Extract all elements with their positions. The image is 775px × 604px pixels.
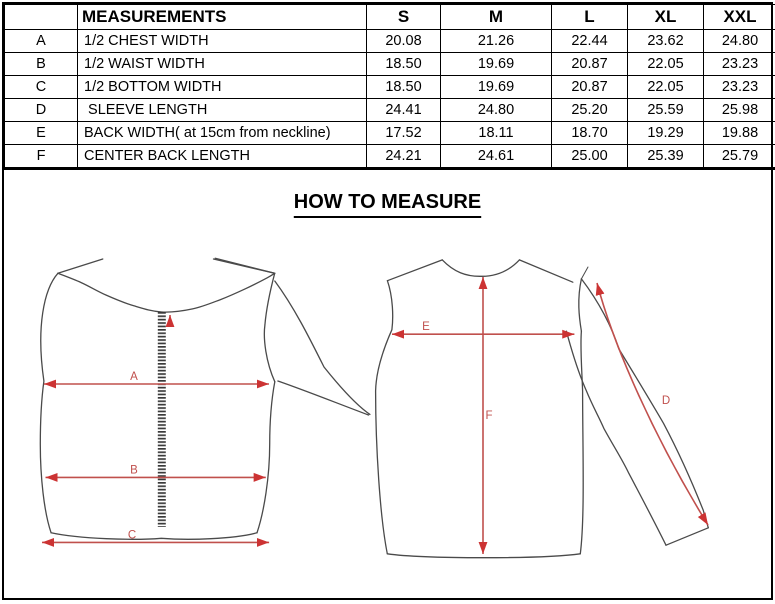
svg-text:A: A [130, 371, 138, 383]
svg-text:D: D [662, 395, 670, 407]
svg-text:E: E [422, 321, 430, 333]
svg-text:B: B [130, 465, 138, 477]
svg-text:C: C [128, 530, 136, 542]
svg-text:F: F [485, 410, 492, 422]
